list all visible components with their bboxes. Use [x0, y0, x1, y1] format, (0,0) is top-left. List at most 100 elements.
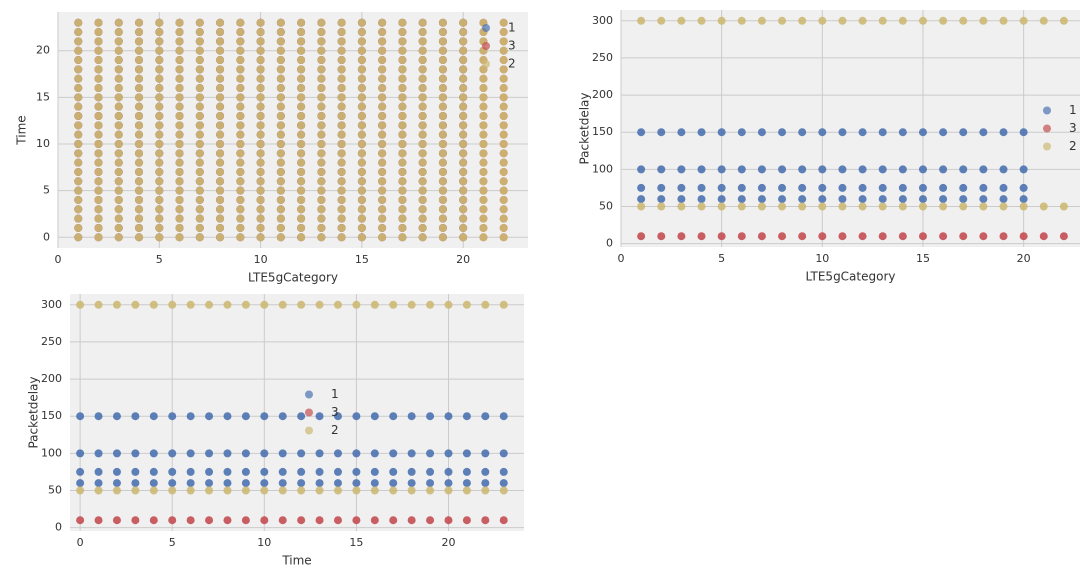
point: [337, 205, 346, 214]
point: [918, 202, 927, 211]
point: [737, 165, 746, 174]
point: [398, 56, 407, 65]
point: [278, 412, 287, 421]
point: [175, 130, 184, 139]
point: [186, 486, 195, 495]
point: [352, 486, 361, 495]
point: [135, 167, 144, 176]
point: [357, 93, 366, 102]
point: [74, 223, 83, 232]
point: [459, 84, 468, 93]
point: [112, 412, 121, 421]
point: [276, 121, 285, 130]
plot-area: [70, 294, 524, 531]
x-tick-label: 0: [55, 253, 62, 266]
point: [317, 195, 326, 204]
point: [459, 18, 468, 27]
point: [479, 167, 488, 176]
point: [135, 37, 144, 46]
point: [979, 183, 988, 192]
point: [276, 56, 285, 65]
point: [657, 183, 666, 192]
point: [462, 449, 471, 458]
point: [357, 46, 366, 55]
point: [352, 479, 361, 488]
point: [276, 28, 285, 37]
point: [999, 128, 1008, 137]
y-axis-label: Packetdelay: [27, 376, 41, 448]
point: [74, 205, 83, 214]
point: [333, 479, 342, 488]
point: [370, 479, 379, 488]
point: [175, 214, 184, 223]
point: [407, 467, 416, 476]
point: [398, 18, 407, 27]
point: [256, 139, 265, 148]
point: [757, 195, 766, 204]
point: [697, 183, 706, 192]
point: [499, 65, 508, 74]
point: [378, 84, 387, 93]
point: [459, 102, 468, 111]
point: [378, 177, 387, 186]
point: [114, 223, 123, 232]
point: [216, 37, 225, 46]
point: [337, 158, 346, 167]
point: [357, 28, 366, 37]
point: [94, 149, 103, 158]
point: [297, 139, 306, 148]
point: [459, 158, 468, 167]
point: [426, 412, 435, 421]
point: [278, 300, 287, 309]
point: [438, 149, 447, 158]
point: [878, 195, 887, 204]
point: [438, 37, 447, 46]
point: [155, 130, 164, 139]
point: [276, 195, 285, 204]
point: [357, 158, 366, 167]
point: [939, 16, 948, 25]
point: [168, 467, 177, 476]
point: [737, 183, 746, 192]
point: [297, 74, 306, 83]
point: [195, 18, 204, 27]
point: [499, 449, 508, 458]
plot-area: [621, 10, 1080, 247]
point: [256, 223, 265, 232]
point: [370, 516, 379, 525]
point: [462, 412, 471, 421]
point: [216, 233, 225, 242]
point: [236, 223, 245, 232]
point: [337, 102, 346, 111]
point: [459, 121, 468, 130]
point: [378, 167, 387, 176]
point: [878, 202, 887, 211]
point: [195, 149, 204, 158]
point: [216, 214, 225, 223]
point: [175, 74, 184, 83]
point: [256, 93, 265, 102]
point: [1019, 202, 1028, 211]
point: [135, 195, 144, 204]
point: [999, 202, 1008, 211]
point: [398, 149, 407, 158]
point: [918, 232, 927, 241]
point: [205, 300, 214, 309]
point: [216, 74, 225, 83]
point: [357, 18, 366, 27]
point: [389, 479, 398, 488]
point: [418, 214, 427, 223]
point: [223, 300, 232, 309]
point: [114, 56, 123, 65]
point: [378, 56, 387, 65]
point: [462, 479, 471, 488]
point: [858, 232, 867, 241]
point: [438, 84, 447, 93]
point: [1019, 232, 1028, 241]
point: [135, 56, 144, 65]
point: [757, 128, 766, 137]
point: [297, 56, 306, 65]
y-tick-label: 15: [36, 90, 50, 103]
point: [317, 56, 326, 65]
point: [195, 37, 204, 46]
